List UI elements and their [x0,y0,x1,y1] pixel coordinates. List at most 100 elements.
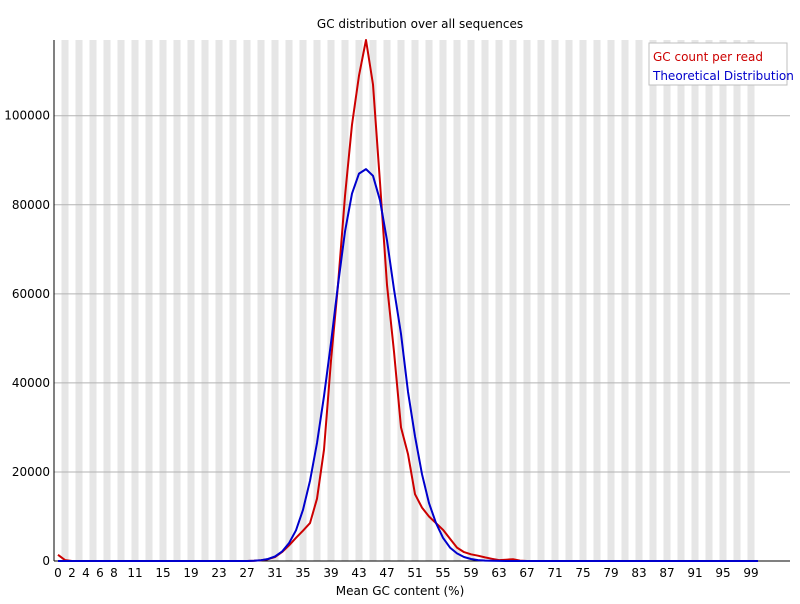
background-band [691,40,699,561]
background-band [698,40,706,561]
background-band [488,40,496,561]
background-band [425,40,433,561]
background-band [82,40,90,561]
y-tick-labels: 0 20000 40000 60000 80000 100000 [4,109,50,568]
y-tick-label: 80000 [12,198,50,212]
background-band [411,40,419,561]
x-tick-label: 19 [183,566,198,580]
background-band [516,40,524,561]
x-tick-label: 27 [239,566,254,580]
background-band [124,40,132,561]
background-band [754,40,762,561]
background-band [75,40,83,561]
legend-label-gc-count: GC count per read [653,50,763,64]
background-band [460,40,468,561]
background-band [152,40,160,561]
x-tick-label: 75 [575,566,590,580]
series-lines [57,39,758,562]
y-tick-label: 60000 [12,287,50,301]
background-band [677,40,685,561]
background-band [579,40,587,561]
legend-label-theoretical: Theoretical Distribution [652,69,794,83]
background-band [320,40,328,561]
background-band [250,40,258,561]
background-bands [54,40,762,561]
background-band [257,40,265,561]
y-tick-label: 40000 [12,376,50,390]
background-band [299,40,307,561]
background-band [418,40,426,561]
background-band [432,40,440,561]
background-band [558,40,566,561]
background-band [453,40,461,561]
background-band [705,40,713,561]
chart-title: GC distribution over all sequences [317,17,523,31]
series-line-theoretical [58,168,758,562]
y-tick-label: 100000 [4,109,50,123]
background-band [222,40,230,561]
background-band [159,40,167,561]
background-band [523,40,531,561]
background-band [544,40,552,561]
x-tick-label: 67 [519,566,534,580]
x-tick-label: 6 [96,566,104,580]
x-tick-label: 79 [603,566,618,580]
background-band [103,40,111,561]
y-tick-label: 20000 [12,465,50,479]
background-band [96,40,104,561]
x-tick-label: 55 [435,566,450,580]
x-tick-label: 31 [267,566,282,580]
x-tick-label: 99 [743,566,758,580]
background-band [243,40,251,561]
background-band [747,40,755,561]
background-band [208,40,216,561]
background-band [229,40,237,561]
background-band [341,40,349,561]
background-band [656,40,664,561]
y-tick-label: 0 [42,554,50,568]
x-tick-label: 8 [110,566,118,580]
background-band [264,40,272,561]
x-tick-label: 91 [687,566,702,580]
x-axis-label: Mean GC content (%) [336,584,465,598]
background-band [369,40,377,561]
background-band [110,40,118,561]
background-band [397,40,405,561]
background-band [572,40,580,561]
background-band [292,40,300,561]
background-band [138,40,146,561]
background-band [306,40,314,561]
background-band [551,40,559,561]
x-tick-label: 23 [211,566,226,580]
background-band [376,40,384,561]
background-band [628,40,636,561]
background-band [649,40,657,561]
background-band [404,40,412,561]
x-tick-label: 35 [295,566,310,580]
background-band [537,40,545,561]
background-band [726,40,734,561]
x-tick-label: 63 [491,566,506,580]
x-tick-label: 47 [379,566,394,580]
background-band [495,40,503,561]
background-band [278,40,286,561]
background-band [89,40,97,561]
background-band [565,40,573,561]
x-tick-label: 0 [54,566,62,580]
x-tick-label: 2 [68,566,76,580]
background-band [474,40,482,561]
x-tick-labels: 0 2 4 6 8 11 15 19 23 27 31 35 39 43 47 51 55 59 63 67 71 75 7… [54,566,758,580]
background-band [61,40,69,561]
x-tick-label: 71 [547,566,562,580]
background-band [285,40,293,561]
background-band [670,40,678,561]
background-band [614,40,622,561]
x-tick-label: 95 [715,566,730,580]
background-band [215,40,223,561]
background-band [719,40,727,561]
background-band [383,40,391,561]
background-band [166,40,174,561]
background-band [187,40,195,561]
background-band [54,40,62,561]
